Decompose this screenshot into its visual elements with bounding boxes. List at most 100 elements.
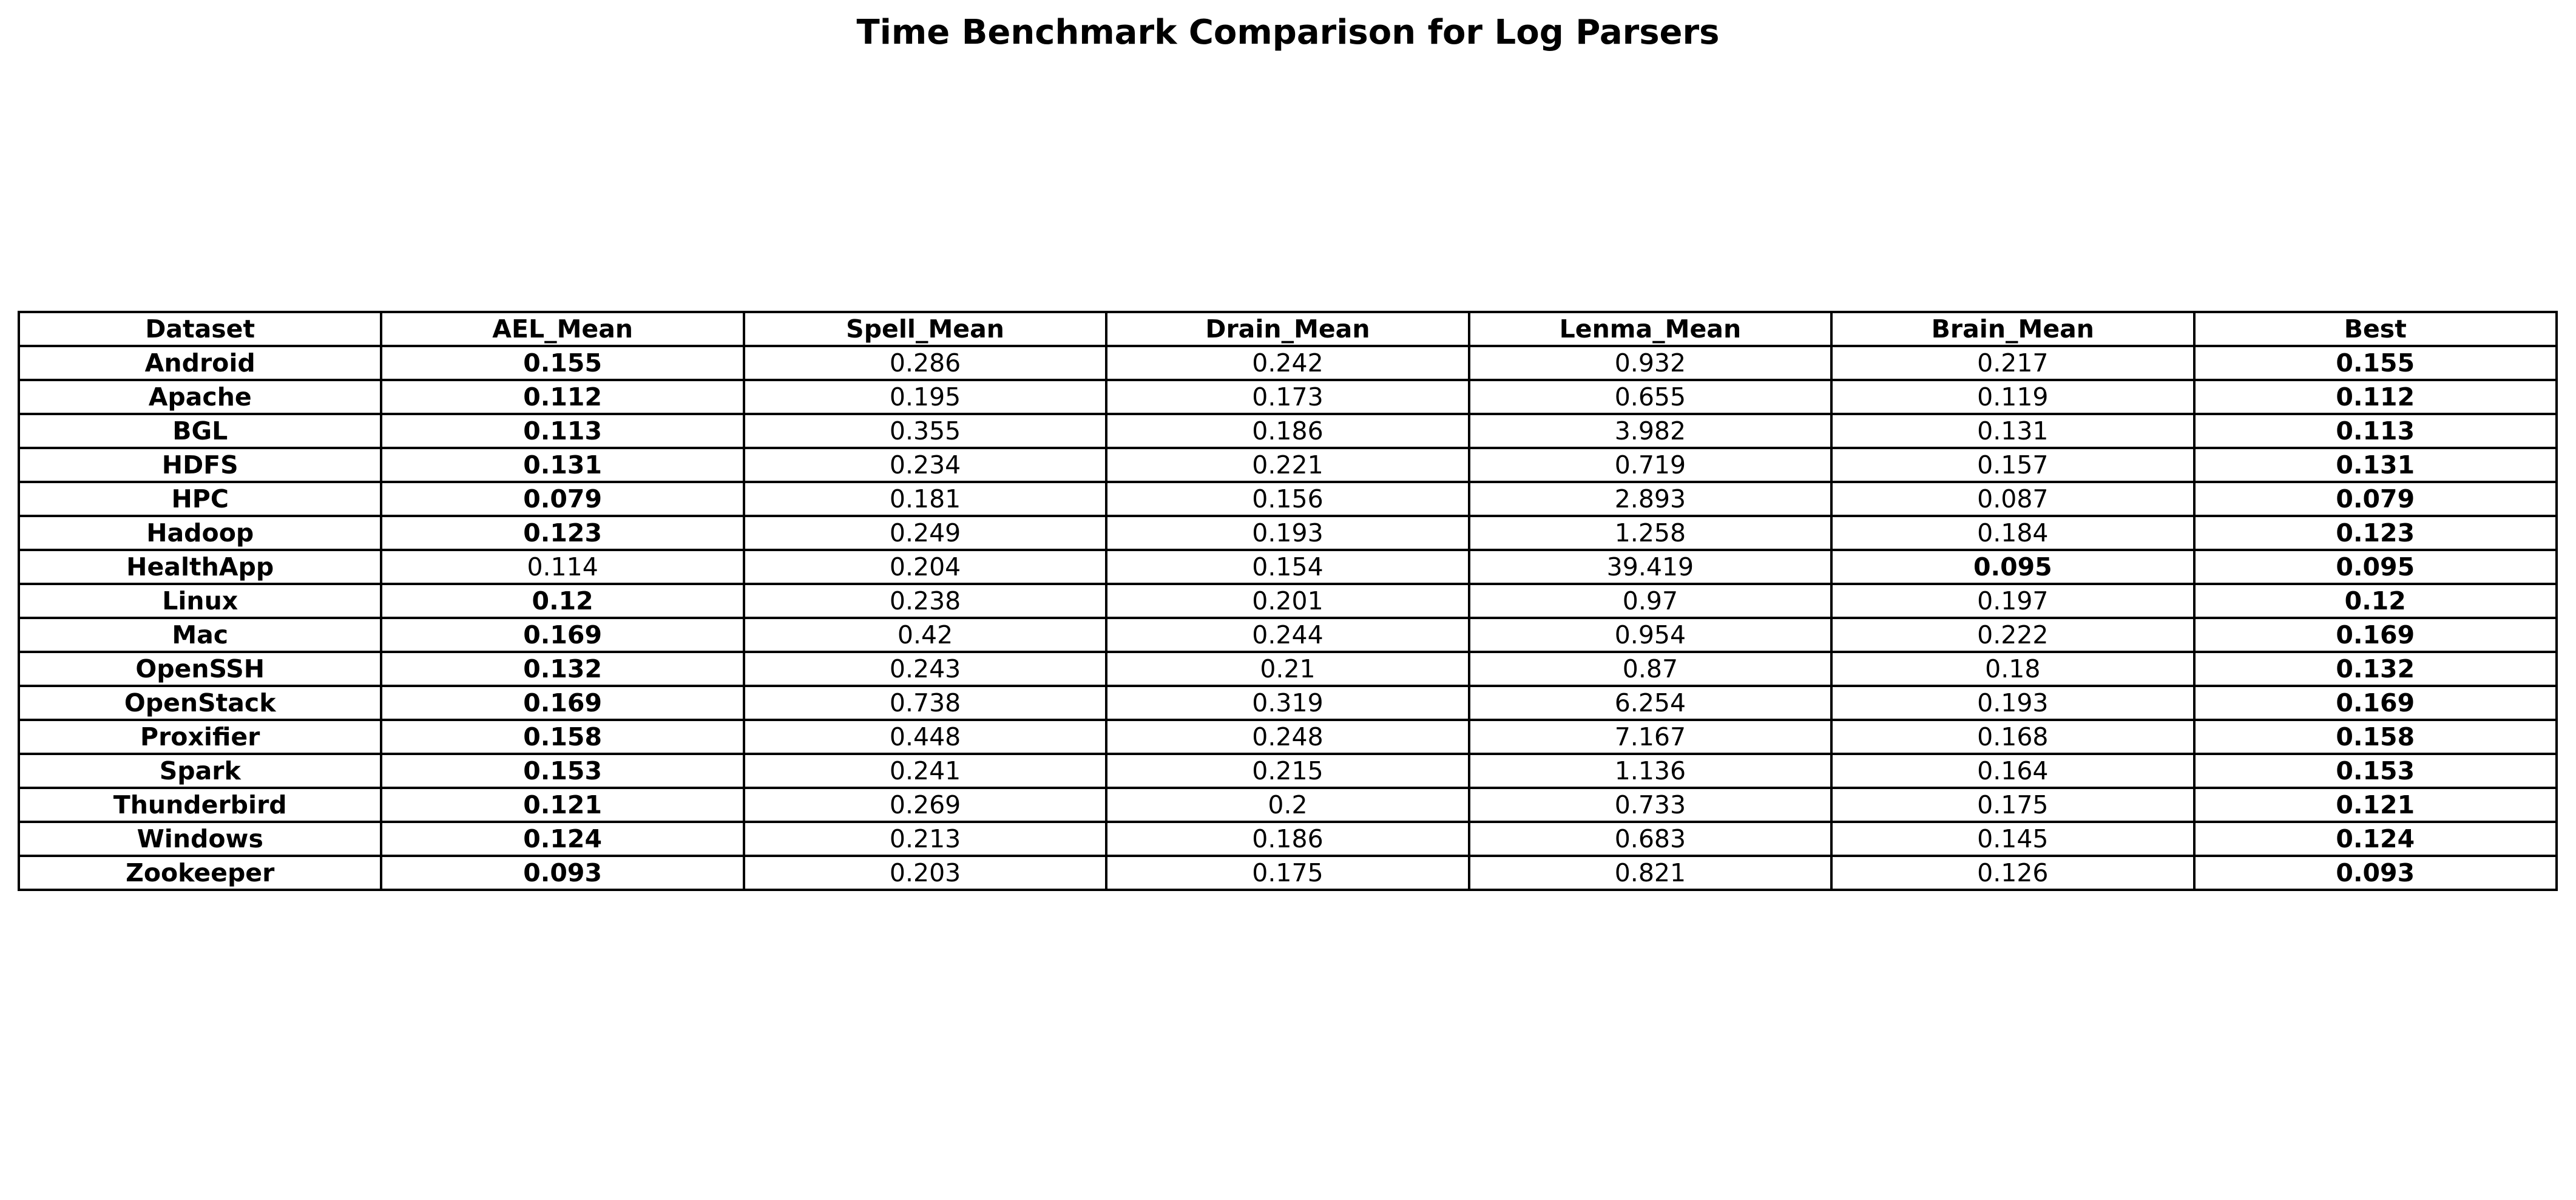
table-cell: 6.254 bbox=[1467, 685, 1833, 721]
column-header-spell-mean: Spell_Mean bbox=[742, 311, 1108, 347]
table-cell: 0.164 bbox=[1830, 753, 2196, 789]
dataset-cell: OpenSSH bbox=[17, 651, 383, 687]
table-header-row: Dataset AEL_Mean Spell_Mean Drain_Mean Lenma… bbox=[17, 311, 2558, 347]
table-cell: 0.131 bbox=[380, 447, 745, 483]
table-cell: 1.258 bbox=[1467, 515, 1833, 551]
dataset-cell: HealthApp bbox=[17, 549, 383, 585]
table-cell: 0.248 bbox=[1105, 719, 1470, 755]
table-cell: 0.121 bbox=[380, 787, 745, 823]
table-cell: 0.112 bbox=[380, 379, 745, 415]
table-cell: 0.168 bbox=[1830, 719, 2196, 755]
table-cell: 0.217 bbox=[1830, 345, 2196, 381]
dataset-cell: Thunderbird bbox=[17, 787, 383, 823]
table-cell: 0.124 bbox=[2192, 821, 2558, 857]
column-header-best: Best bbox=[2192, 311, 2558, 347]
table-cell: 0.204 bbox=[742, 549, 1108, 585]
dataset-cell: HPC bbox=[17, 481, 383, 517]
table-cell: 0.087 bbox=[1830, 481, 2196, 517]
table-cell: 0.683 bbox=[1467, 821, 1833, 857]
table-cell: 0.173 bbox=[1105, 379, 1470, 415]
table-cell: 0.184 bbox=[1830, 515, 2196, 551]
table-cell: 0.181 bbox=[742, 481, 1108, 517]
table-cell: 0.719 bbox=[1467, 447, 1833, 483]
chart-title: Time Benchmark Comparison for Log Parser… bbox=[856, 13, 1720, 52]
table-cell: 0.124 bbox=[380, 821, 745, 857]
table-cell: 0.131 bbox=[1830, 413, 2196, 449]
table-cell: 0.123 bbox=[380, 515, 745, 551]
table-cell: 0.153 bbox=[2192, 753, 2558, 789]
table-cell: 0.126 bbox=[1830, 855, 2196, 891]
table-cell: 0.132 bbox=[380, 651, 745, 687]
column-header-dataset: Dataset bbox=[17, 311, 383, 347]
table-cell: 0.095 bbox=[2192, 549, 2558, 585]
table-cell: 0.244 bbox=[1105, 617, 1470, 653]
table-row: OpenSSH 0.132 0.243 0.21 0.87 0.18 0.132 bbox=[17, 651, 2558, 687]
table-cell: 0.155 bbox=[2192, 345, 2558, 381]
table-row: Spark 0.153 0.241 0.215 1.136 0.164 0.153 bbox=[17, 753, 2558, 789]
table-cell: 0.175 bbox=[1830, 787, 2196, 823]
table-cell: 0.655 bbox=[1467, 379, 1833, 415]
dataset-cell: Apache bbox=[17, 379, 383, 415]
table-cell: 0.12 bbox=[2192, 583, 2558, 619]
table-cell: 0.738 bbox=[742, 685, 1108, 721]
table-cell: 0.195 bbox=[742, 379, 1108, 415]
dataset-cell: Windows bbox=[17, 821, 383, 857]
table-cell: 0.169 bbox=[380, 685, 745, 721]
table-cell: 0.079 bbox=[2192, 481, 2558, 517]
dataset-cell: Spark bbox=[17, 753, 383, 789]
table-cell: 0.213 bbox=[742, 821, 1108, 857]
table-cell: 0.42 bbox=[742, 617, 1108, 653]
column-header-ael-mean: AEL_Mean bbox=[380, 311, 745, 347]
dataset-cell: OpenStack bbox=[17, 685, 383, 721]
table-cell: 0.821 bbox=[1467, 855, 1833, 891]
benchmark-table: Dataset AEL_Mean Spell_Mean Drain_Mean Lenma… bbox=[17, 311, 2558, 891]
table-cell: 0.186 bbox=[1105, 413, 1470, 449]
table-cell: 0.286 bbox=[742, 345, 1108, 381]
table-cell: 0.093 bbox=[380, 855, 745, 891]
table-row: Mac 0.169 0.42 0.244 0.954 0.222 0.169 bbox=[17, 617, 2558, 653]
table-cell: 0.97 bbox=[1467, 583, 1833, 619]
table-cell: 0.112 bbox=[2192, 379, 2558, 415]
table-row: Windows 0.124 0.213 0.186 0.683 0.145 0.124 bbox=[17, 821, 2558, 857]
table-row: HDFS 0.131 0.234 0.221 0.719 0.157 0.131 bbox=[17, 447, 2558, 483]
table-cell: 0.238 bbox=[742, 583, 1108, 619]
table-cell: 0.155 bbox=[380, 345, 745, 381]
table-cell: 0.12 bbox=[380, 583, 745, 619]
table-cell: 0.157 bbox=[1830, 447, 2196, 483]
table-cell: 0.145 bbox=[1830, 821, 2196, 857]
table-row: Android 0.155 0.286 0.242 0.932 0.217 0.155 bbox=[17, 345, 2558, 381]
dataset-cell: HDFS bbox=[17, 447, 383, 483]
table-cell: 0.158 bbox=[380, 719, 745, 755]
table-cell: 0.158 bbox=[2192, 719, 2558, 755]
table-cell: 0.186 bbox=[1105, 821, 1470, 857]
table-cell: 0.095 bbox=[1830, 549, 2196, 585]
table-cell: 0.234 bbox=[742, 447, 1108, 483]
table-cell: 0.079 bbox=[380, 481, 745, 517]
table-cell: 0.2 bbox=[1105, 787, 1470, 823]
dataset-cell: Linux bbox=[17, 583, 383, 619]
table-cell: 1.136 bbox=[1467, 753, 1833, 789]
table-cell: 0.269 bbox=[742, 787, 1108, 823]
table-row: Thunderbird 0.121 0.269 0.2 0.733 0.175 0.121 bbox=[17, 787, 2558, 823]
table-cell: 0.121 bbox=[2192, 787, 2558, 823]
table-cell: 0.175 bbox=[1105, 855, 1470, 891]
table-row: Proxifier 0.158 0.448 0.248 7.167 0.168 0.158 bbox=[17, 719, 2558, 755]
table-row: Apache 0.112 0.195 0.173 0.655 0.119 0.112 bbox=[17, 379, 2558, 415]
dataset-cell: Hadoop bbox=[17, 515, 383, 551]
table-row: HealthApp 0.114 0.204 0.154 39.419 0.095 0.095 bbox=[17, 549, 2558, 585]
dataset-cell: Proxifier bbox=[17, 719, 383, 755]
table-cell: 0.132 bbox=[2192, 651, 2558, 687]
column-header-drain-mean: Drain_Mean bbox=[1105, 311, 1470, 347]
table-body: Android 0.155 0.286 0.242 0.932 0.217 0.155 Apa… bbox=[17, 345, 2558, 891]
table-cell: 0.114 bbox=[380, 549, 745, 585]
table-row: HPC 0.079 0.181 0.156 2.893 0.087 0.079 bbox=[17, 481, 2558, 517]
table-cell: 0.093 bbox=[2192, 855, 2558, 891]
table-cell: 0.18 bbox=[1830, 651, 2196, 687]
table-cell: 0.448 bbox=[742, 719, 1108, 755]
table-cell: 0.156 bbox=[1105, 481, 1470, 517]
table-cell: 0.169 bbox=[2192, 617, 2558, 653]
table-cell: 0.241 bbox=[742, 753, 1108, 789]
table-cell: 0.203 bbox=[742, 855, 1108, 891]
table-cell: 0.21 bbox=[1105, 651, 1470, 687]
dataset-cell: Android bbox=[17, 345, 383, 381]
